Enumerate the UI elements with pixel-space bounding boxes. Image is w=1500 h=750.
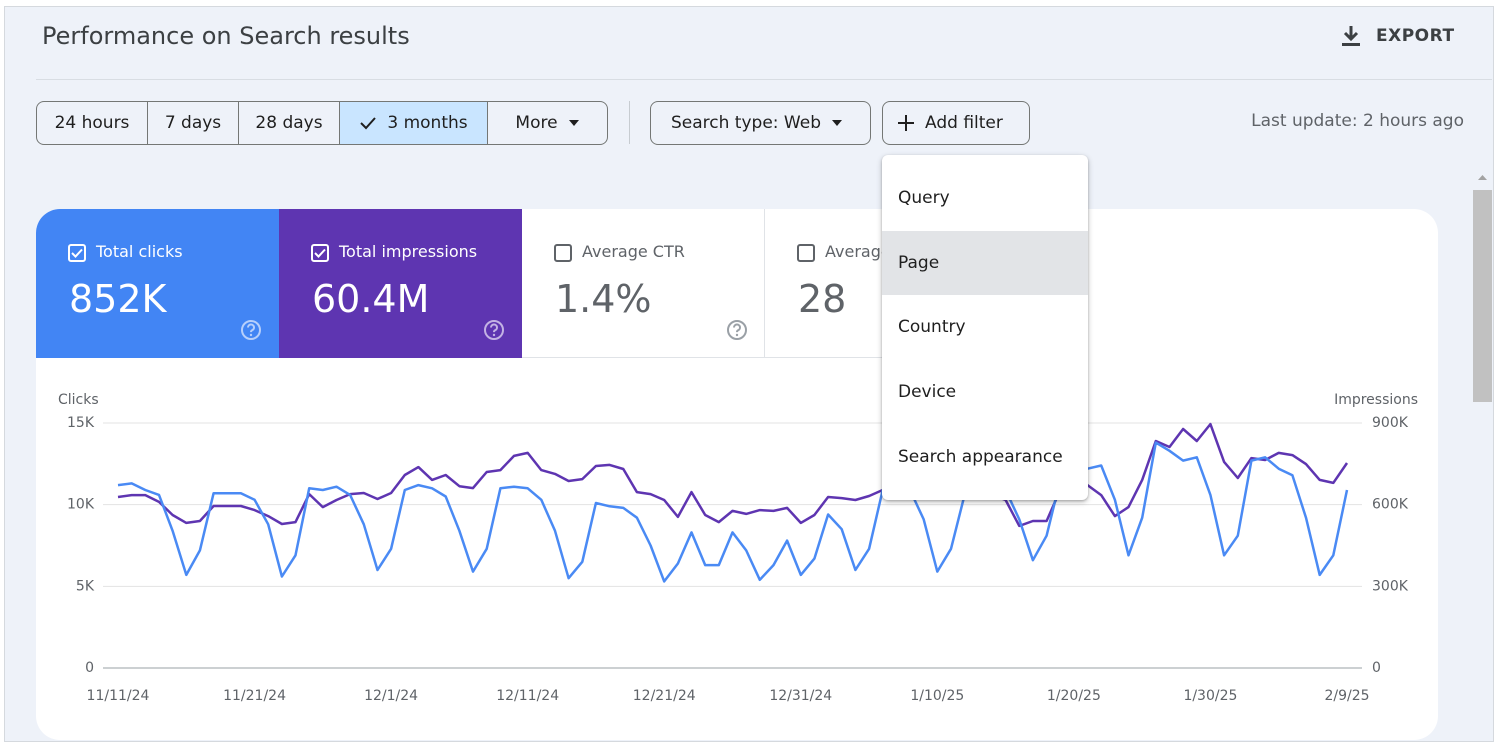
range-button[interactable]: 7 days	[148, 102, 239, 144]
divider	[36, 79, 1492, 80]
x-tick-label: 1/30/25	[1183, 688, 1237, 704]
date-range-group: 24 hours 7 days 28 days 3 months More	[36, 101, 608, 145]
scrollbar-thumb[interactable]	[1473, 190, 1492, 402]
metric-tile[interactable]: Average 28	[765, 209, 1008, 358]
help-icon[interactable]	[240, 319, 262, 341]
range-label: 3 months	[387, 113, 468, 133]
search-type-label: Search type: Web	[671, 113, 821, 133]
separator	[629, 101, 630, 144]
range-label: 24 hours	[54, 113, 130, 133]
filter-menu: Query Page Country Device Search appeara…	[882, 155, 1088, 500]
metric-tile[interactable]: Total clicks 852K	[36, 209, 279, 358]
range-button[interactable]: 24 hours	[37, 102, 148, 144]
menu-item[interactable]: Query	[898, 188, 950, 208]
checkbox	[554, 244, 572, 262]
x-tick-label: 11/21/24	[223, 688, 286, 704]
series-line	[117, 441, 1349, 583]
check-icon	[360, 117, 377, 130]
plus-icon	[898, 115, 914, 131]
y2-tick-label: 300K	[1372, 578, 1409, 594]
y2-tick-label: 600K	[1372, 497, 1409, 513]
x-tick-label: 12/11/24	[496, 688, 559, 704]
add-filter-button[interactable]: Add filter	[882, 101, 1030, 145]
last-update: Last update: 2 hours ago	[1251, 111, 1464, 131]
scroll-arrow[interactable]	[1473, 170, 1492, 184]
checkbox	[797, 244, 815, 262]
metric-label: Total impressions	[339, 242, 478, 261]
metric-value: 60.4M	[312, 277, 430, 321]
range-label: 28 days	[255, 113, 323, 133]
caret-icon	[568, 120, 579, 126]
y2-tick-label: 900K	[1372, 415, 1409, 431]
search-type-button[interactable]: Search type: Web	[650, 101, 871, 145]
series-line	[117, 422, 1349, 528]
range-button[interactable]: 28 days	[239, 102, 340, 144]
x-tick-label: 1/10/25	[910, 688, 964, 704]
metric-label: Average CTR	[582, 242, 685, 261]
menu-item[interactable]: Device	[898, 382, 957, 402]
y2-tick-label: 0	[1372, 660, 1381, 676]
range-label: More	[515, 113, 558, 133]
menu-item[interactable]: Search appearance	[898, 447, 1063, 467]
metric-value: 1.4%	[555, 277, 652, 321]
metric-tile[interactable]: Total impressions 60.4M	[279, 209, 522, 358]
menu-item-hover[interactable]: Page	[882, 231, 1088, 295]
x-tick-label: 12/31/24	[769, 688, 832, 704]
export-button[interactable]: EXPORT	[1340, 22, 1455, 50]
x-tick-label: 1/20/25	[1047, 688, 1101, 704]
caret-icon	[831, 120, 842, 126]
metric-value: 852K	[69, 277, 167, 321]
metric-value: 28	[798, 277, 847, 321]
metric-label: Average	[825, 242, 891, 261]
checkbox-checked	[68, 244, 86, 262]
metric-tile[interactable]: Average CTR 1.4%	[522, 209, 765, 358]
metric-label: Total clicks	[96, 242, 183, 261]
menu-item[interactable]: Country	[898, 317, 966, 337]
y-tick-label: 15K	[67, 415, 95, 431]
checkbox-checked	[311, 244, 329, 262]
range-button-selected[interactable]: 3 months	[340, 102, 488, 144]
y2-axis-title: Impressions	[1334, 392, 1418, 408]
x-tick-label: 12/21/24	[633, 688, 696, 704]
x-tick-label: 2/9/25	[1324, 688, 1369, 704]
range-button[interactable]: More	[488, 102, 607, 144]
y-tick-label: 10K	[67, 497, 95, 513]
y-tick-label: 0	[85, 660, 94, 676]
help-icon[interactable]	[726, 319, 748, 341]
add-filter-label: Add filter	[925, 113, 1003, 133]
y-axis-title: Clicks	[58, 392, 99, 408]
help-icon[interactable]	[483, 319, 505, 341]
x-tick-label: 11/11/24	[87, 688, 150, 704]
x-tick-label: 12/1/24	[364, 688, 418, 704]
range-label: 7 days	[164, 113, 222, 133]
y-tick-label: 5K	[76, 578, 95, 594]
export-label: EXPORT	[1376, 26, 1455, 46]
download-icon	[1342, 26, 1360, 46]
page-title: Performance on Search results	[42, 22, 410, 50]
